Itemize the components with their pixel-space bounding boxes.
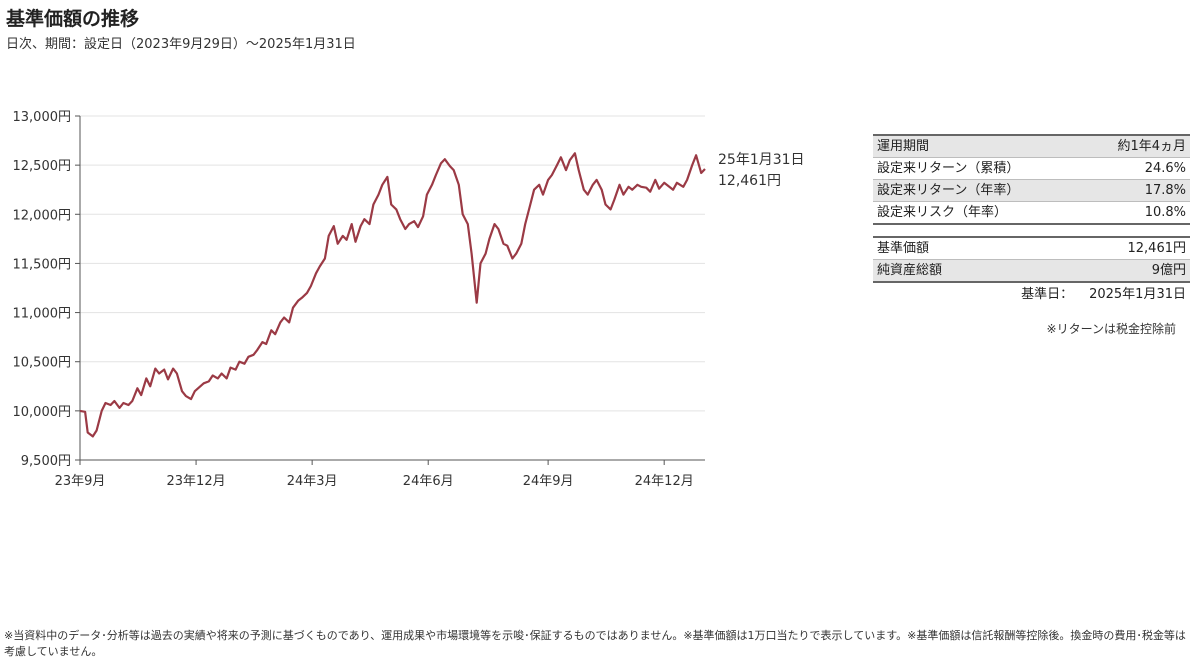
summary-row-net-assets: 純資産総額 9億円 xyxy=(873,259,1190,282)
summary-value: 12,461円 xyxy=(1127,241,1187,256)
stats-label: 運用期間 xyxy=(877,139,930,154)
nav-series-line xyxy=(79,152,706,438)
fund-summary-table: 基準価額 12,461円 純資産総額 9億円 xyxy=(873,236,1190,283)
y-tick-label: 12,000円 xyxy=(13,208,72,223)
end-date-label: 25年1月31日 xyxy=(718,152,805,168)
stats-label: 設定来リターン（累積） xyxy=(877,161,1020,176)
x-axis: 23年9月 23年12月 24年3月 24年6月 24年9月 24年12月 xyxy=(55,116,705,489)
chart-subtitle: 日次、期間：設定日（2023年9月29日）～2025年1月31日 xyxy=(6,37,356,52)
stats-value: 24.6% xyxy=(1144,161,1186,176)
x-tick-label: 23年9月 xyxy=(55,474,106,489)
y-tick-label: 12,500円 xyxy=(13,159,72,174)
summary-label: 基準価額 xyxy=(877,241,930,256)
stats-value: 10.8% xyxy=(1144,205,1186,220)
base-date-label: 基準日： xyxy=(1021,287,1074,302)
x-tick-label: 23年12月 xyxy=(167,474,226,489)
stats-row-annual-return: 設定来リターン（年率） 17.8% xyxy=(873,179,1190,202)
base-date: 基準日： 2025年1月31日 xyxy=(1021,283,1186,302)
stats-row-annual-risk: 設定来リスク（年率） 10.8% xyxy=(873,202,1190,225)
stats-value: 約1年4ヵ月 xyxy=(1117,139,1186,154)
stats-value: 17.8% xyxy=(1144,183,1186,198)
summary-value: 9億円 xyxy=(1151,263,1186,278)
chart-series xyxy=(79,152,706,438)
stats-label: 設定来リスク（年率） xyxy=(877,205,1008,220)
x-tick-label: 24年3月 xyxy=(287,474,338,489)
y-tick-label: 13,000円 xyxy=(13,110,72,125)
chart-grid xyxy=(80,115,705,412)
y-tick-label: 10,500円 xyxy=(13,356,72,371)
stats-row-period: 運用期間 約1年4ヵ月 xyxy=(873,135,1190,158)
end-annotation: 25年1月31日 12,461円 xyxy=(718,152,805,189)
x-tick-label: 24年9月 xyxy=(523,474,574,489)
y-tick-label: 9,500円 xyxy=(21,454,71,469)
stats-row-cumulative-return: 設定来リターン（累積） 24.6% xyxy=(873,158,1190,180)
y-tick-label: 11,500円 xyxy=(13,257,72,272)
end-value-label: 12,461円 xyxy=(718,173,781,189)
y-axis-ticks: 9,500円 10,000円 10,500円 11,000円 11,500円 12,000… xyxy=(13,110,80,469)
return-note: ※リターンは税金控除前 xyxy=(1046,322,1176,336)
base-date-value: 2025年1月31日 xyxy=(1089,287,1186,302)
y-tick-label: 10,000円 xyxy=(13,405,72,420)
x-tick-label: 24年12月 xyxy=(635,474,694,489)
summary-row-nav: 基準価額 12,461円 xyxy=(873,237,1190,260)
y-tick-label: 11,000円 xyxy=(13,307,72,322)
disclaimer-text: ※当資料中のデータ･分析等は過去の実績や将来の予測に基づくものであり、運用成果や… xyxy=(4,629,1186,658)
stats-label: 設定来リターン（年率） xyxy=(877,183,1020,198)
summary-label: 純資産総額 xyxy=(877,263,943,278)
nav-line-chart: 9,500円 10,000円 10,500円 11,000円 11,500円 12,000… xyxy=(13,110,805,489)
x-tick-label: 24年6月 xyxy=(403,474,454,489)
performance-stats-table: 運用期間 約1年4ヵ月 設定来リターン（累積） 24.6% 設定来リターン（年率… xyxy=(873,134,1190,225)
page-title: 基準価額の推移 xyxy=(6,8,140,30)
